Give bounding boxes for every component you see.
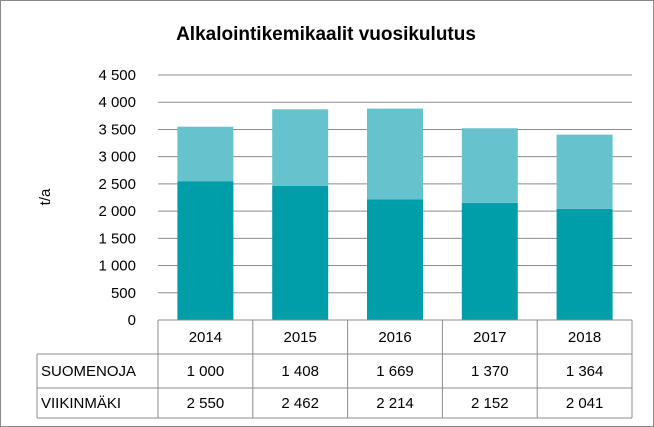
table-cell: 1 408 <box>281 363 319 380</box>
y-axis-ticks: 0 500 1 000 1 500 2 000 2 500 3 000 3 500 4 000 4… <box>98 67 136 329</box>
table-cell: 1 000 <box>187 363 225 380</box>
x-tick-label: 2015 <box>284 329 317 346</box>
bar-suomenoja-2018 <box>556 134 613 209</box>
x-tick-label: 2017 <box>473 329 506 346</box>
bar-suomenoja-2017 <box>461 128 518 203</box>
y-tick-label: 0 <box>128 312 136 329</box>
y-tick-label: 3 500 <box>98 121 136 138</box>
bar-suomenoja-2015 <box>272 109 329 186</box>
table-cell: 2 214 <box>376 395 414 412</box>
bar-viikinmaki-2017 <box>461 202 518 320</box>
table-cell: 2 152 <box>471 395 509 412</box>
table-cell: 1 370 <box>471 363 509 380</box>
table-row-label: SUOMENOJA <box>41 363 136 380</box>
x-tick-label: 2018 <box>568 329 601 346</box>
table-cell: 2 550 <box>187 395 225 412</box>
y-tick-label: 4 000 <box>98 94 136 111</box>
bar-viikinmaki-2014 <box>177 181 234 320</box>
table-cell: 1 669 <box>376 363 414 380</box>
chart-title: Alkalointikemikaalit vuosikulutus <box>176 24 476 45</box>
bar-suomenoja-2016 <box>367 108 423 200</box>
table-cell: 2 041 <box>566 395 604 412</box>
y-tick-label: 2 500 <box>98 176 136 193</box>
bar-viikinmaki-2016 <box>367 199 423 320</box>
y-tick-label: 2 000 <box>98 203 136 220</box>
bar-viikinmaki-2015 <box>272 185 329 320</box>
bars <box>177 108 613 320</box>
y-tick-label: 1 500 <box>98 230 136 247</box>
y-axis-label: t/a <box>37 188 54 205</box>
bar-viikinmaki-2018 <box>556 208 613 320</box>
gridlines <box>158 74 632 294</box>
y-tick-label: 1 000 <box>98 258 136 275</box>
bar-suomenoja-2014 <box>177 126 234 182</box>
x-tick-label: 2016 <box>378 329 411 346</box>
y-tick-label: 4 500 <box>98 67 136 84</box>
y-tick-label: 3 000 <box>98 149 136 166</box>
table-cell: 2 462 <box>281 395 319 412</box>
y-tick-label: 500 <box>111 285 136 302</box>
x-tick-label: 2014 <box>189 329 222 346</box>
data-table: 2014 2015 2016 2017 2018 SUOMENOJA 1 000 1 408 1… <box>36 319 633 419</box>
table-cell: 1 364 <box>566 363 604 380</box>
table-row-label: VIIKINMÄKI <box>41 395 121 412</box>
